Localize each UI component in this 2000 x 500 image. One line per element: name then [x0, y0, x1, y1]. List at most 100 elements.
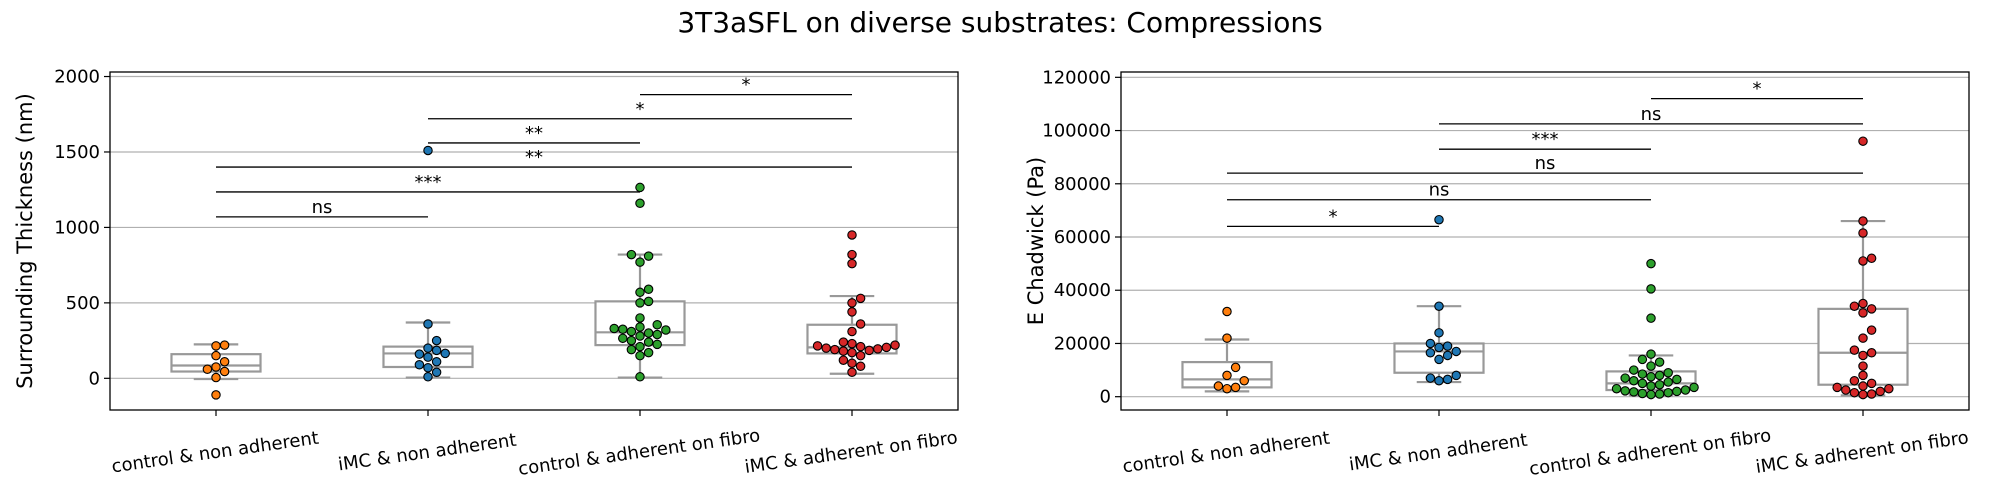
- xtick-label-imc-adherent-on-fibro: iMC & adherent on fibro: [743, 427, 959, 478]
- data-point: [1866, 389, 1877, 399]
- data-point: [1858, 361, 1868, 371]
- data-point: [1663, 387, 1673, 398]
- data-point: [1858, 228, 1868, 238]
- data-point: [618, 333, 628, 344]
- chart-e-chadwick: 020000400006000080000100000120000*nsns**…: [1024, 67, 1970, 480]
- data-point: [1866, 304, 1877, 314]
- xtick-label-imc-non-adherent: iMC & non adherent: [1348, 430, 1529, 476]
- xtick-label-imc-adherent-on-fibro: iMC & adherent on fibro: [1754, 427, 1970, 478]
- data-point: [847, 258, 857, 269]
- significance-label: **: [525, 147, 543, 168]
- data-point: [1849, 301, 1860, 311]
- figure-title: 3T3aSFL on diverse substrates: Compressi…: [677, 6, 1322, 39]
- data-point: [423, 145, 433, 156]
- data-point: [1451, 346, 1461, 357]
- data-point: [423, 362, 433, 373]
- data-point: [821, 343, 831, 353]
- data-point: [1858, 381, 1868, 391]
- data-point: [1222, 333, 1232, 343]
- data-point: [1858, 350, 1868, 361]
- data-point: [1442, 341, 1453, 351]
- points-control-adherent-on-fibro: [1611, 258, 1699, 400]
- data-point: [1442, 374, 1453, 385]
- points-control-adherent-on-fibro: [609, 182, 671, 382]
- data-point: [881, 342, 892, 353]
- data-point: [1858, 298, 1868, 309]
- data-point: [219, 356, 230, 367]
- data-point: [847, 298, 857, 308]
- data-point: [1451, 370, 1461, 381]
- data-point: [1434, 342, 1444, 353]
- data-point: [1620, 373, 1630, 383]
- significance-0: *: [1227, 206, 1439, 227]
- data-point: [1620, 386, 1630, 396]
- data-point: [626, 344, 637, 355]
- significance-5: *: [1651, 79, 1863, 100]
- data-point: [1425, 338, 1436, 349]
- data-point: [847, 338, 857, 349]
- data-point: [1646, 284, 1656, 294]
- significance-4: ns: [1439, 104, 1863, 125]
- data-point: [643, 347, 654, 358]
- significance-2: **: [216, 147, 852, 168]
- ytick-label-60000: 60000: [1054, 227, 1111, 248]
- data-point: [864, 345, 874, 356]
- ytick-label-80000: 80000: [1054, 174, 1111, 195]
- data-point: [1849, 387, 1860, 398]
- data-point: [211, 341, 221, 351]
- data-point: [652, 319, 662, 330]
- data-point: [626, 326, 637, 337]
- data-point: [431, 345, 442, 356]
- significance-label: ns: [1535, 153, 1556, 174]
- data-point: [1858, 256, 1868, 266]
- ytick-label-120000: 120000: [1042, 67, 1111, 88]
- data-point: [1646, 313, 1656, 323]
- data-point: [643, 328, 654, 338]
- data-point: [440, 348, 450, 359]
- ytick-label-0: 0: [89, 368, 100, 389]
- data-point: [1866, 253, 1877, 264]
- ytick-label-100000: 100000: [1042, 121, 1111, 142]
- data-point: [635, 341, 645, 352]
- ytick-label-40000: 40000: [1054, 280, 1111, 301]
- data-point: [431, 335, 442, 346]
- data-point: [423, 343, 433, 353]
- data-point: [1222, 306, 1232, 317]
- data-point: [431, 356, 442, 367]
- significance-label: ns: [1429, 180, 1450, 201]
- data-point: [1425, 348, 1436, 358]
- data-point: [847, 347, 857, 358]
- significance-label: ***: [1532, 129, 1559, 150]
- significance-label: ***: [415, 172, 442, 193]
- data-point: [211, 350, 221, 361]
- data-point: [1222, 383, 1232, 394]
- data-point: [855, 361, 866, 371]
- data-point: [211, 372, 221, 383]
- box-control-adherent-on-fibro: [594, 253, 686, 379]
- data-point: [423, 319, 433, 329]
- data-point: [847, 358, 857, 368]
- ytick-label-1500: 1500: [54, 142, 100, 163]
- data-point: [847, 230, 857, 240]
- data-point: [1637, 388, 1648, 399]
- data-point: [855, 350, 866, 361]
- data-point: [1663, 377, 1673, 387]
- data-point: [1425, 373, 1436, 383]
- data-point: [1858, 370, 1868, 381]
- ytick-label-20000: 20000: [1054, 333, 1111, 354]
- data-point: [830, 344, 840, 355]
- significance-3: **: [428, 123, 640, 144]
- ytick-label-1000: 1000: [54, 217, 100, 238]
- data-point: [838, 355, 849, 365]
- significance-label: *: [742, 75, 751, 96]
- data-point: [1672, 374, 1682, 385]
- data-point: [635, 257, 645, 267]
- data-point: [626, 249, 637, 260]
- data-point: [1629, 365, 1639, 375]
- data-point: [219, 366, 230, 377]
- data-point: [643, 284, 654, 295]
- data-point: [635, 322, 645, 332]
- data-point: [812, 341, 823, 351]
- points-imc-adherent-on-fibro: [812, 230, 900, 378]
- data-point: [1849, 375, 1860, 386]
